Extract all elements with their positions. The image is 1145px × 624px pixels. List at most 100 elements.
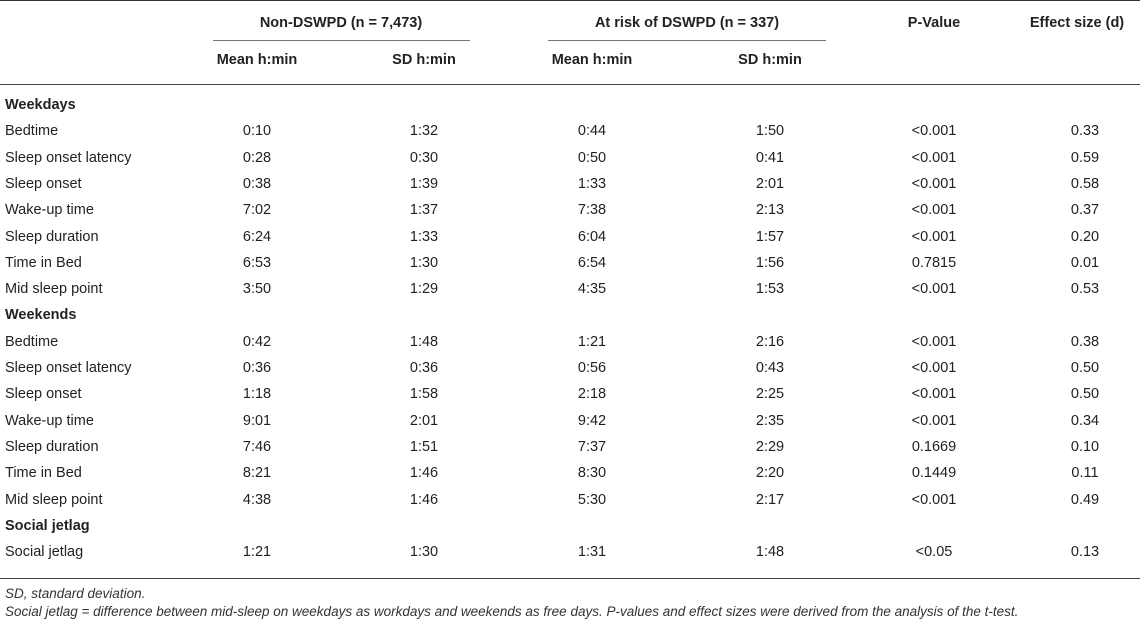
table-cell: 9:42 [577,412,607,429]
table-cell: <0.001 [911,175,957,192]
table-cell: 0.50 [1070,360,1100,376]
table-cell: 7:02 [242,202,272,219]
table-cell: 3:50 [242,281,272,298]
table-cell: 2:25 [755,386,785,403]
table-cell: 1:21 [577,333,607,350]
table-cell: 0:36 [242,360,272,376]
table-cell: 0:28 [242,149,272,166]
table-cell: 6:53 [242,254,272,271]
table-cell: 0.37 [1070,202,1100,219]
table-cell: 1:33 [577,175,607,192]
table-cell: <0.001 [911,228,957,245]
table-cell: 0.53 [1070,281,1100,298]
table-cell: 0:44 [577,123,607,140]
table-cell: 0.58 [1070,175,1100,192]
footnote-sd: SD, standard deviation. [5,586,146,601]
header-group2: At risk of DSWPD (n = 337) [594,15,780,31]
row-label: Sleep onset latency [5,149,132,166]
row-label: Mid sleep point [5,491,103,508]
row-label: Wake-up time [5,412,94,429]
group2-underline [548,40,826,41]
table-cell: <0.001 [911,360,957,376]
table-cell: 1:46 [409,491,439,508]
row-label: Social jetlag [5,544,84,561]
table-cell: 1:29 [409,281,439,298]
table-cell: <0.001 [911,412,957,429]
table-cell: <0.001 [911,123,957,140]
table-bottom-rule [0,578,1140,579]
table-cell: 1:58 [409,386,439,403]
table-cell: 2:18 [577,386,607,403]
table-cell: 2:17 [755,491,785,508]
section-title: Weekdays [5,97,76,113]
table-cell: 1:18 [242,386,272,403]
table-top-rule [0,0,1140,1]
table-cell: <0.001 [911,149,957,166]
table-cell: 0.49 [1070,491,1100,508]
table-cell: 1:33 [409,228,439,245]
table-cell: 0.38 [1070,333,1100,350]
row-label: Sleep duration [5,438,99,455]
table-cell: 0.59 [1070,149,1100,166]
table-cell: 6:24 [242,228,272,245]
table-cell: 7:37 [577,438,607,455]
table-cell: 0:36 [409,360,439,376]
row-label: Bedtime [5,333,59,350]
table-cell: 1:30 [409,544,439,561]
table-cell: <0.001 [911,386,957,403]
table-cell: 1:57 [755,228,785,245]
table-cell: 2:01 [755,175,785,192]
table-cell: 1:50 [755,123,785,140]
row-label: Sleep onset latency [5,360,132,376]
table-cell: 0.01 [1070,254,1100,271]
group1-underline [213,40,470,41]
table-cell: 0:56 [577,360,607,376]
header-group1: Non-DSWPD (n = 7,473) [259,15,423,31]
table-cell: 7:38 [577,202,607,219]
header-mean-2: Mean h:min [551,52,633,68]
table-cell: 1:48 [755,544,785,561]
table-cell: 0.34 [1070,412,1100,429]
table-cell: 1:31 [577,544,607,561]
section-title: Social jetlag [5,517,90,534]
table-cell: 0.1669 [911,438,957,455]
table-cell: 7:46 [242,438,272,455]
table-cell: 1:39 [409,175,439,192]
table-cell: 4:38 [242,491,272,508]
table-cell: 0:43 [755,360,785,376]
row-label: Bedtime [5,123,59,140]
row-label: Time in Bed [5,465,82,482]
table-cell: 0.50 [1070,386,1100,403]
table-cell: 2:13 [755,202,785,219]
table-cell: 0.10 [1070,438,1100,455]
table-cell: 0:30 [409,149,439,166]
header-sd-1: SD h:min [392,52,456,68]
table-cell: 2:20 [755,465,785,482]
table-header-rule [0,84,1140,85]
header-pvalue: P-Value [907,15,961,31]
table-cell: 4:35 [577,281,607,298]
table-cell: 9:01 [242,412,272,429]
table-cell: <0.05 [915,544,953,561]
table-cell: 2:29 [755,438,785,455]
table-cell: 6:04 [577,228,607,245]
row-label: Sleep duration [5,228,99,245]
section-title: Weekends [5,307,77,324]
table-cell: 6:54 [577,254,607,271]
table-cell: 1:30 [409,254,439,271]
table-cell: 1:48 [409,333,439,350]
row-label: Wake-up time [5,202,94,219]
table-cell: 5:30 [577,491,607,508]
table-cell: 0:42 [242,333,272,350]
table-cell: <0.001 [911,281,957,298]
table-cell: 0:50 [577,149,607,166]
table-cell: <0.001 [911,491,957,508]
table-cell: 1:32 [409,123,439,140]
table-cell: <0.001 [911,202,957,219]
header-sd-2: SD h:min [738,52,802,68]
row-label: Mid sleep point [5,281,103,298]
table-cell: 1:46 [409,465,439,482]
table-cell: <0.001 [911,333,957,350]
row-label: Time in Bed [5,254,82,271]
table-cell: 1:21 [242,544,272,561]
